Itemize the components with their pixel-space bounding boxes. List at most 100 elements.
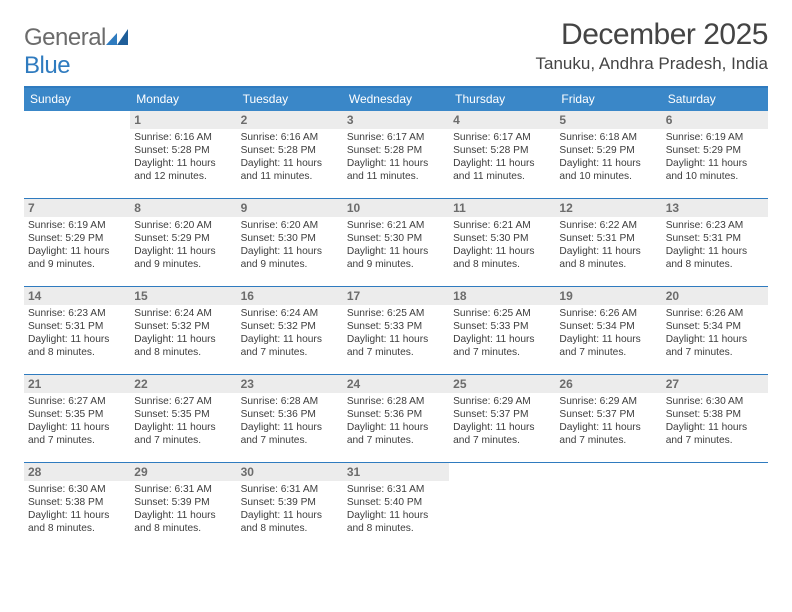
day-info: Sunrise: 6:22 AMSunset: 5:31 PMDaylight:…	[559, 219, 657, 271]
day-info: Sunrise: 6:23 AMSunset: 5:31 PMDaylight:…	[28, 307, 126, 359]
day-number: 26	[555, 375, 661, 393]
day-number: 21	[24, 375, 130, 393]
day-number: 2	[237, 111, 343, 129]
calendar-cell: 6Sunrise: 6:19 AMSunset: 5:29 PMDaylight…	[662, 111, 768, 198]
day-number: 29	[130, 463, 236, 481]
day-number: 24	[343, 375, 449, 393]
dow-friday: Friday	[555, 88, 661, 111]
calendar-week: 28 Sunrise: 6:30 AMSunset: 5:38 PMDayligh…	[24, 463, 768, 550]
calendar-cell: 3Sunrise: 6:17 AMSunset: 5:28 PMDaylight…	[343, 111, 449, 198]
day-info: Sunrise: 6:16 AMSunset: 5:28 PMDaylight:…	[134, 131, 232, 183]
day-number: 30	[237, 463, 343, 481]
dow-saturday: Saturday	[662, 88, 768, 111]
day-info: Sunrise: 6:31 AMSunset: 5:39 PMDaylight:…	[241, 483, 339, 535]
day-info: Sunrise: 6:25 AMSunset: 5:33 PMDaylight:…	[453, 307, 551, 359]
day-info: Sunrise: 6:16 AMSunset: 5:28 PMDaylight:…	[241, 131, 339, 183]
day-number: 18	[449, 287, 555, 305]
dow-monday: Monday	[130, 88, 236, 111]
day-info: Sunrise: 6:21 AMSunset: 5:30 PMDaylight:…	[347, 219, 445, 271]
day-number	[24, 111, 130, 129]
calendar-cell: 22 Sunrise: 6:27 AMSunset: 5:35 PMDayligh…	[130, 375, 236, 462]
calendar-cell: 4Sunrise: 6:17 AMSunset: 5:28 PMDaylight…	[449, 111, 555, 198]
calendar-cell: 2 Sunrise: 6:16 AMSunset: 5:28 PMDaylight…	[237, 111, 343, 198]
day-number	[662, 463, 768, 481]
calendar-cell: 1 Sunrise: 6:16 AMSunset: 5:28 PMDaylight…	[130, 111, 236, 198]
calendar-cell: 18 Sunrise: 6:25 AMSunset: 5:33 PMDayligh…	[449, 287, 555, 374]
day-number: 31	[343, 463, 449, 481]
day-info: Sunrise: 6:20 AMSunset: 5:29 PMDaylight:…	[134, 219, 232, 271]
calendar-cell: 23 Sunrise: 6:28 AMSunset: 5:36 PMDayligh…	[237, 375, 343, 462]
day-info: Sunrise: 6:26 AMSunset: 5:34 PMDaylight:…	[559, 307, 657, 359]
page-title: December 2025	[536, 18, 769, 52]
calendar-cell: 25 Sunrise: 6:29 AMSunset: 5:37 PMDayligh…	[449, 375, 555, 462]
day-number: 7	[24, 199, 130, 217]
day-number: 23	[237, 375, 343, 393]
day-info: Sunrise: 6:17 AMSunset: 5:28 PMDaylight:…	[347, 131, 445, 183]
day-info: Sunrise: 6:29 AMSunset: 5:37 PMDaylight:…	[453, 395, 551, 447]
calendar-cell: 15Sunrise: 6:24 AMSunset: 5:32 PMDayligh…	[130, 287, 236, 374]
day-number: 12	[555, 199, 661, 217]
calendar-cell: 27Sunrise: 6:30 AMSunset: 5:38 PMDayligh…	[662, 375, 768, 462]
calendar-cell: 21 Sunrise: 6:27 AMSunset: 5:35 PMDayligh…	[24, 375, 130, 462]
day-number: 15	[130, 287, 236, 305]
day-number: 9	[237, 199, 343, 217]
day-number: 5	[555, 111, 661, 129]
calendar-cell: 17Sunrise: 6:25 AMSunset: 5:33 PMDayligh…	[343, 287, 449, 374]
calendar-cell: 20 Sunrise: 6:26 AMSunset: 5:34 PMDayligh…	[662, 287, 768, 374]
day-number: 8	[130, 199, 236, 217]
day-of-week-header: Sunday Monday Tuesday Wednesday Thursday…	[24, 88, 768, 111]
calendar-cell	[662, 463, 768, 550]
day-info: Sunrise: 6:18 AMSunset: 5:29 PMDaylight:…	[559, 131, 657, 183]
day-info: Sunrise: 6:27 AMSunset: 5:35 PMDaylight:…	[134, 395, 232, 447]
day-number: 4	[449, 111, 555, 129]
day-number: 13	[662, 199, 768, 217]
dow-wednesday: Wednesday	[343, 88, 449, 111]
logo-mark-icon	[106, 24, 128, 52]
calendar: Sunday Monday Tuesday Wednesday Thursday…	[24, 86, 768, 550]
day-info: Sunrise: 6:27 AMSunset: 5:35 PMDaylight:…	[28, 395, 126, 447]
calendar-cell: 16 Sunrise: 6:24 AMSunset: 5:32 PMDayligh…	[237, 287, 343, 374]
dow-sunday: Sunday	[24, 88, 130, 111]
calendar-cell	[555, 463, 661, 550]
day-info: Sunrise: 6:26 AMSunset: 5:34 PMDaylight:…	[666, 307, 764, 359]
day-number: 16	[237, 287, 343, 305]
day-number: 10	[343, 199, 449, 217]
page-subtitle: Tanuku, Andhra Pradesh, India	[536, 54, 769, 74]
day-info: Sunrise: 6:31 AMSunset: 5:40 PMDaylight:…	[347, 483, 445, 535]
day-info: Sunrise: 6:30 AMSunset: 5:38 PMDaylight:…	[28, 483, 126, 535]
day-number: 11	[449, 199, 555, 217]
day-info: Sunrise: 6:21 AMSunset: 5:30 PMDaylight:…	[453, 219, 551, 271]
logo-word2: Blue	[24, 52, 70, 79]
calendar-cell: 24 Sunrise: 6:28 AMSunset: 5:36 PMDayligh…	[343, 375, 449, 462]
calendar-cell: 31 Sunrise: 6:31 AMSunset: 5:40 PMDayligh…	[343, 463, 449, 550]
day-info: Sunrise: 6:24 AMSunset: 5:32 PMDaylight:…	[241, 307, 339, 359]
day-info: Sunrise: 6:28 AMSunset: 5:36 PMDaylight:…	[241, 395, 339, 447]
calendar-cell: 29Sunrise: 6:31 AMSunset: 5:39 PMDayligh…	[130, 463, 236, 550]
calendar-cell: 7Sunrise: 6:19 AMSunset: 5:29 PMDaylight…	[24, 199, 130, 286]
dow-tuesday: Tuesday	[237, 88, 343, 111]
day-info: Sunrise: 6:28 AMSunset: 5:36 PMDaylight:…	[347, 395, 445, 447]
day-number	[449, 463, 555, 481]
calendar-week: 1 Sunrise: 6:16 AMSunset: 5:28 PMDaylight…	[24, 111, 768, 199]
day-number	[555, 463, 661, 481]
day-number: 1	[130, 111, 236, 129]
calendar-cell	[24, 111, 130, 198]
calendar-cell: 9 Sunrise: 6:20 AMSunset: 5:30 PMDaylight…	[237, 199, 343, 286]
day-number: 28	[24, 463, 130, 481]
day-number: 25	[449, 375, 555, 393]
day-number: 17	[343, 287, 449, 305]
calendar-cell: 10 Sunrise: 6:21 AMSunset: 5:30 PMDayligh…	[343, 199, 449, 286]
calendar-cell: 28 Sunrise: 6:30 AMSunset: 5:38 PMDayligh…	[24, 463, 130, 550]
day-number: 22	[130, 375, 236, 393]
calendar-cell: 14Sunrise: 6:23 AMSunset: 5:31 PMDayligh…	[24, 287, 130, 374]
calendar-cell: 13Sunrise: 6:23 AMSunset: 5:31 PMDayligh…	[662, 199, 768, 286]
day-number: 19	[555, 287, 661, 305]
calendar-cell: 12 Sunrise: 6:22 AMSunset: 5:31 PMDayligh…	[555, 199, 661, 286]
dow-thursday: Thursday	[449, 88, 555, 111]
title-block: December 2025 Tanuku, Andhra Pradesh, In…	[536, 18, 769, 74]
day-info: Sunrise: 6:20 AMSunset: 5:30 PMDaylight:…	[241, 219, 339, 271]
calendar-cell: 5 Sunrise: 6:18 AMSunset: 5:29 PMDaylight…	[555, 111, 661, 198]
calendar-cell: 8 Sunrise: 6:20 AMSunset: 5:29 PMDaylight…	[130, 199, 236, 286]
day-info: Sunrise: 6:29 AMSunset: 5:37 PMDaylight:…	[559, 395, 657, 447]
day-number: 20	[662, 287, 768, 305]
